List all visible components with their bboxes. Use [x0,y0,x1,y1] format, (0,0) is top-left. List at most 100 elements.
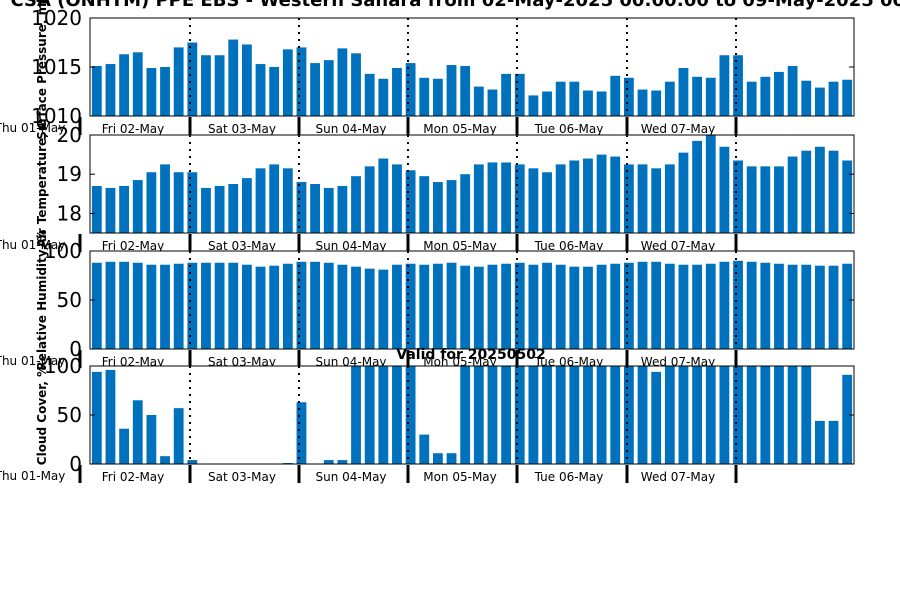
bar-20 [351,366,361,464]
bar-10 [214,55,225,116]
bar-56 [842,374,853,464]
bar-41 [637,366,648,464]
bar-56 [842,79,853,116]
bar-3 [119,185,130,233]
bar-44 [678,152,689,233]
bar-6 [160,456,170,464]
bar-18 [323,60,334,116]
x-start-label: Thu 01-May [0,354,65,368]
bar-24 [405,170,416,233]
bar-7 [173,172,184,233]
bar-26 [432,78,443,116]
bar-52 [787,66,798,116]
bar-17 [310,184,321,233]
bar-12 [241,264,252,349]
bar-46 [705,366,716,464]
bar-45 [692,264,703,349]
bar-9 [201,55,211,116]
bar-47 [719,55,730,116]
bar-46 [705,263,716,349]
bar-48 [733,366,743,464]
bar-3 [119,261,130,349]
bar-11 [228,39,239,117]
bar-22 [378,269,389,349]
x-day-label-4: Mon 05-May [423,239,497,253]
bar-44 [678,264,689,349]
bar-42 [651,371,662,464]
bar-45 [692,140,703,233]
y-tick-label: 1010 [31,104,82,128]
bar-14 [269,67,280,116]
bar-32 [514,73,525,116]
bar-2 [105,369,116,464]
bar-18 [323,262,334,349]
bar-22 [378,366,389,464]
bar-49 [746,166,757,233]
y-tick-label: 20 [57,123,82,147]
bar-46 [705,135,716,233]
bar-34 [542,262,552,349]
bar-15 [282,49,293,116]
bar-5 [146,264,157,349]
y-axis-label: Air Temperature, C [35,120,49,248]
bar-55 [828,265,839,349]
bar-52 [787,156,798,233]
bar-11 [228,262,239,349]
bar-28 [460,66,471,116]
y-axis-label: Cloud Cover, % [35,365,49,465]
bar-21 [364,268,375,349]
bar-5 [146,415,157,464]
bar-8 [187,42,198,116]
bar-12 [241,44,252,116]
bar-5 [146,172,157,233]
bar-18 [323,187,334,233]
bar-7 [173,263,184,349]
bar-24 [405,63,416,116]
bar-38 [596,91,607,116]
axes-frame [89,134,855,234]
bar-47 [719,146,730,233]
y-tick-label: 1020 [31,6,82,30]
bar-36 [569,81,580,116]
y-tick-label: 100 [44,239,82,263]
bar-25 [419,434,430,464]
bar-35 [555,164,566,233]
x-start-label: Thu 01-May [0,238,65,252]
bar-50 [760,262,771,349]
bar-49 [746,261,757,349]
bar-19 [337,48,348,116]
x-day-label-3: Sun 04-May [315,470,386,484]
bar-30 [487,264,498,349]
bar-36 [569,366,580,464]
bar-21 [364,73,375,116]
y-tick-label: 1015 [31,55,82,79]
bar-32 [514,262,525,349]
x-day-label-1: Fri 02-May [102,122,165,136]
x-day-label-6: Wed 07-May [641,470,715,484]
bar-37 [583,158,593,233]
bar-9 [201,262,211,349]
bar-26 [432,182,443,233]
bar-30 [487,162,498,233]
bar-23 [392,67,402,116]
bar-22 [378,158,389,233]
bar-55 [828,150,839,233]
bar-39 [610,156,621,233]
bar-29 [473,86,484,116]
bar-44 [678,67,689,116]
bar-15 [282,263,293,349]
bar-16 [296,47,307,116]
bar-14 [269,265,280,349]
x-day-label-4: Mon 05-May [423,470,497,484]
bar-13 [255,266,266,349]
bar-50 [760,366,771,464]
bar-2 [105,187,116,233]
bar-31 [501,73,512,116]
bar-43 [664,263,675,349]
bar-25 [419,77,430,116]
bar-33 [528,168,539,233]
bar-45 [692,366,703,464]
bar-27 [446,65,457,116]
